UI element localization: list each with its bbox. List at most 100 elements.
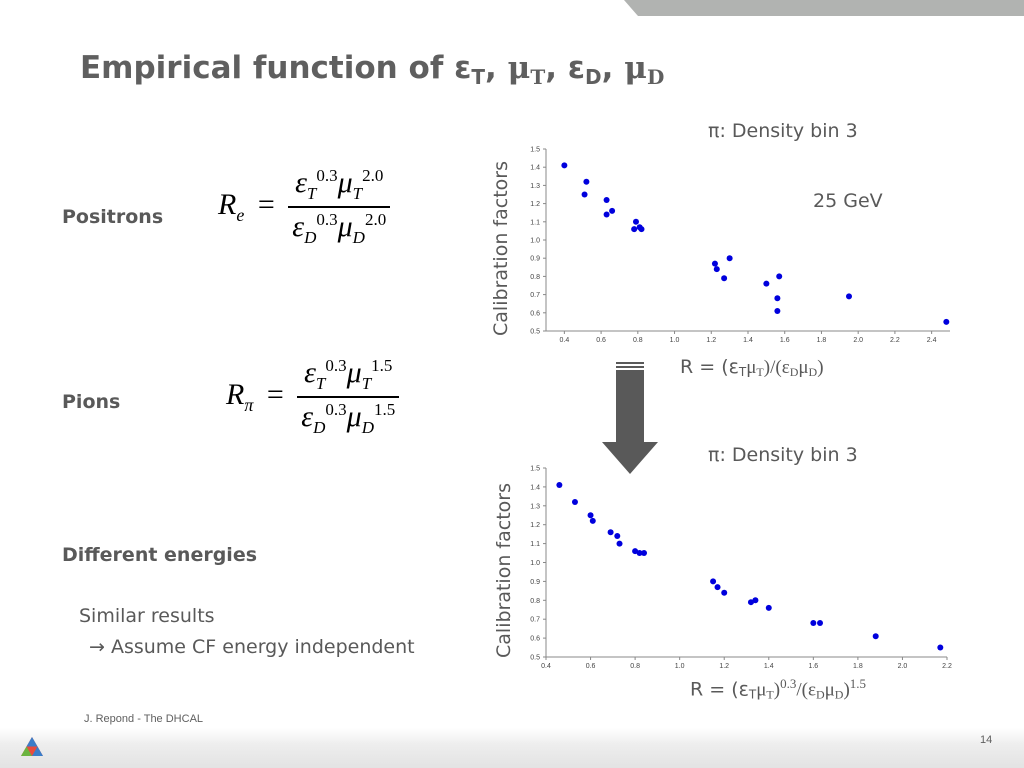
data-point [937, 644, 944, 651]
data-point [817, 619, 824, 626]
y-tick-label: 0.8 [530, 598, 540, 605]
pion-equation: Rπ = εT0.3μT1.5 εD0.3μD1.5 [226, 356, 400, 438]
data-point [713, 266, 720, 273]
y-tick-label: 0.5 [530, 329, 540, 336]
y-tick-label: 1.1 [530, 219, 540, 226]
top-plot-title: π: Density bin 3 [708, 120, 858, 142]
data-point [607, 529, 614, 536]
data-point [765, 604, 772, 611]
top-plot-xlabel: R = (εTμT)/(εDμD) [680, 356, 824, 379]
y-tick-label: 1.5 [530, 466, 540, 473]
positron-equation: Re = εT0.3μT2.0 εD0.3μD2.0 [218, 166, 391, 248]
data-point [752, 597, 759, 604]
y-tick-label: 1.3 [530, 183, 540, 190]
y-tick-label: 0.9 [530, 579, 540, 586]
bottom-plot-ylabel: Calibration factors [493, 483, 515, 658]
data-point [714, 584, 721, 591]
x-tick-label: 1.2 [706, 337, 716, 344]
data-point [810, 619, 817, 626]
data-point [721, 275, 728, 282]
data-point [943, 318, 950, 325]
y-tick-label: 1.5 [530, 147, 540, 154]
x-tick-label: 1.6 [780, 337, 790, 344]
argonne-logo-icon [21, 737, 43, 756]
y-tick-label: 0.7 [530, 292, 540, 299]
data-point [632, 218, 639, 225]
y-tick-label: 0.6 [530, 636, 540, 643]
x-tick-label: 0.6 [586, 663, 596, 670]
y-tick-label: 1.2 [530, 522, 540, 529]
data-point [776, 273, 783, 280]
data-point [710, 578, 717, 585]
data-point [603, 211, 610, 218]
data-point [616, 540, 623, 547]
top-plot-energy: 25 GeV [813, 190, 883, 212]
top-scatter-chart: 0.5 0.6 0.7 0.8 0.9 1.0 1.1 1.2 1.3 1.4 1.5 0.4 0.6 0… [530, 147, 950, 344]
y-tick-label: 1.1 [530, 541, 540, 548]
data-point [846, 293, 852, 300]
x-tick-label: 2.0 [853, 337, 863, 344]
similar-results-text: Similar results [79, 605, 215, 627]
y-tick-label: 1.0 [530, 238, 540, 245]
bottom-plot-title: π: Density bin 3 [708, 444, 858, 466]
top-decor-bar [624, 0, 1024, 16]
data-point [774, 307, 781, 314]
y-tick-label: 0.6 [530, 310, 540, 317]
x-tick-label: 2.2 [890, 337, 900, 344]
slide-title: Empirical function of εT, μT, εD, μD [80, 50, 665, 89]
positrons-label: Positrons [62, 206, 164, 228]
data-point [711, 260, 718, 267]
bottom-decor-bar [0, 728, 1024, 768]
data-point [609, 207, 616, 214]
data-point [614, 533, 621, 540]
data-point [774, 295, 781, 302]
x-tick-label: 1.0 [670, 337, 680, 344]
different-energies-label: Different energies [62, 544, 258, 566]
footer-author: J. Repond - The DHCAL [84, 713, 204, 725]
down-arrow-icon [602, 362, 658, 474]
data-point [631, 226, 638, 233]
data-point [587, 512, 594, 519]
y-tick-label: 1.0 [530, 560, 540, 567]
x-tick-label: 0.8 [630, 663, 640, 670]
bottom-scatter-chart: 0.5 0.6 0.7 0.8 0.9 1.0 1.1 1.2 1.3 1.4 1.5 0.4 0.6 0… [530, 466, 952, 671]
y-tick-label: 0.9 [530, 256, 540, 263]
x-tick-label: 1.8 [817, 337, 827, 344]
y-tick-label: 1.2 [530, 201, 540, 208]
data-point [561, 162, 568, 169]
data-point [641, 550, 648, 557]
data-point [556, 482, 563, 489]
y-tick-label: 0.7 [530, 617, 540, 624]
y-tick-label: 1.4 [530, 484, 540, 491]
x-tick-label: 0.4 [541, 663, 551, 670]
y-tick-label: 1.3 [530, 503, 540, 510]
x-tick-label: 1.0 [675, 663, 685, 670]
page-number: 14 [980, 734, 993, 746]
x-tick-label: 1.2 [719, 663, 729, 670]
y-tick-label: 0.8 [530, 274, 540, 281]
data-point [583, 178, 590, 185]
assume-text: → Assume CF energy independent [89, 636, 415, 658]
x-tick-label: 1.4 [743, 337, 753, 344]
data-point [581, 191, 588, 198]
data-point [763, 280, 770, 287]
x-tick-label: 2.4 [927, 337, 937, 344]
x-tick-label: 0.6 [596, 337, 606, 344]
x-tick-label: 0.4 [559, 337, 569, 344]
data-point [603, 196, 610, 203]
data-point [638, 226, 645, 233]
y-tick-label: 1.4 [530, 165, 540, 172]
x-tick-label: 2.2 [942, 663, 952, 670]
top-plot-ylabel: Calibration factors [490, 161, 512, 336]
data-point [571, 499, 578, 506]
data-point [726, 255, 733, 262]
x-tick-label: 1.8 [853, 663, 863, 670]
data-point [636, 550, 643, 557]
data-point [589, 517, 596, 524]
x-tick-label: 1.4 [764, 663, 774, 670]
x-tick-label: 1.6 [808, 663, 818, 670]
y-tick-label: 0.5 [530, 655, 540, 662]
bottom-plot-xlabel: R = (εTμT)0.3/(εDμD)1.5 [690, 676, 867, 702]
data-point [721, 589, 728, 596]
pions-label: Pions [62, 391, 121, 413]
